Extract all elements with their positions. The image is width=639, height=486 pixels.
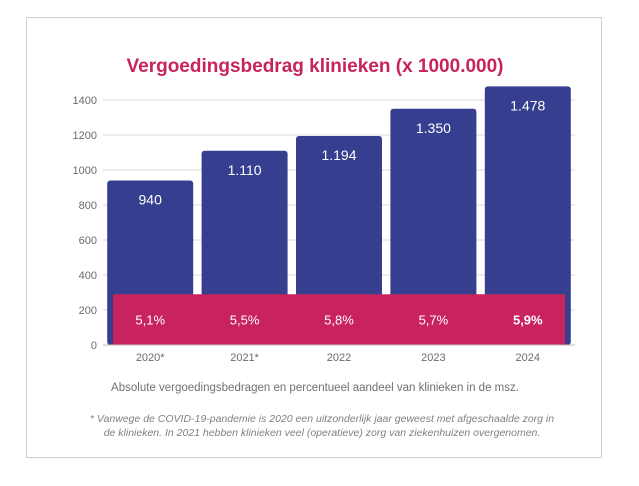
- chart-title: Vergoedingsbedrag klinieken (x 1000.000): [126, 56, 504, 77]
- share-label: 5,9%: [513, 313, 543, 328]
- bar: [390, 108, 477, 345]
- chart-footnote: * Vanwege de COVID-19-pandemie is 2020 e…: [89, 413, 555, 439]
- x-tick-label: 2023: [421, 352, 445, 364]
- chart-caption: Absolute vergoedingsbedragen en percentu…: [111, 382, 519, 394]
- bar: [296, 136, 382, 345]
- y-tick-label: 1400: [73, 95, 97, 107]
- y-tick-label: 600: [79, 235, 97, 247]
- share-label: 5,8%: [324, 313, 354, 328]
- share-label: 5,7%: [419, 313, 449, 328]
- x-tick-label: 2022: [327, 352, 351, 364]
- bar-value-label: 1.478: [510, 97, 545, 113]
- share-band: [113, 294, 565, 345]
- y-tick-label: 1000: [73, 165, 97, 177]
- y-tick-label: 800: [79, 200, 97, 212]
- x-tick-label: 2021*: [230, 352, 259, 364]
- y-tick-label: 400: [79, 270, 97, 282]
- y-tick-label: 1200: [73, 130, 97, 142]
- chart-card: Vergoedingsbedrag klinieken (x 1000.000)…: [26, 17, 602, 458]
- bar-value-label: 940: [139, 192, 163, 208]
- share-label: 5,1%: [135, 313, 165, 328]
- bar: [484, 86, 571, 345]
- bar-value-label: 1.194: [321, 147, 356, 163]
- bar-chart: 0 200 400 600 800 1000 1200 1400 940 2020* 1.110 20…: [73, 86, 575, 364]
- y-tick-label: 0: [91, 340, 97, 352]
- x-tick-label: 2020*: [136, 352, 165, 364]
- bar-value-label: 1.350: [416, 120, 451, 136]
- share-label: 5,5%: [230, 313, 260, 328]
- bar-value-label: 1.110: [228, 162, 262, 178]
- y-tick-label: 200: [79, 305, 97, 317]
- x-tick-label: 2024: [516, 352, 540, 364]
